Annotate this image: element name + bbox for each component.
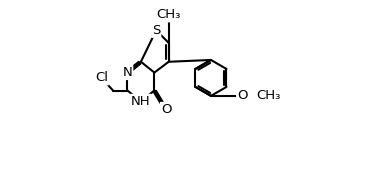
Text: Cl: Cl <box>95 71 108 84</box>
Text: CH₃: CH₃ <box>156 8 181 21</box>
Text: CH₃: CH₃ <box>256 89 280 102</box>
Text: O: O <box>237 89 248 102</box>
Text: S: S <box>152 24 160 37</box>
Text: O: O <box>161 103 171 116</box>
Text: NH: NH <box>131 95 151 108</box>
Text: N: N <box>123 66 132 79</box>
